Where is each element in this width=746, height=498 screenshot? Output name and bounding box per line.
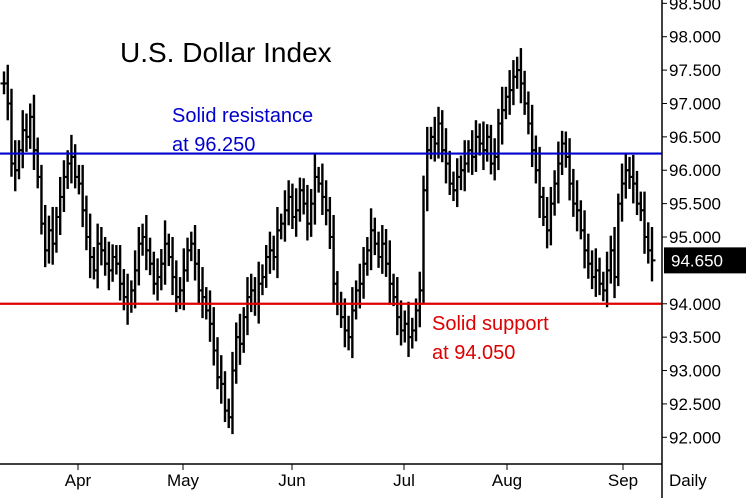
y-tick-label: 92.000	[669, 428, 721, 447]
x-tick-label-aug: Aug	[492, 471, 522, 490]
x-tick-label-jun: Jun	[278, 471, 305, 490]
x-tick-label-jul: Jul	[393, 471, 415, 490]
y-tick-label: 96.500	[669, 128, 721, 147]
resistance-label-line1: Solid resistance	[172, 105, 313, 127]
x-tick-label-may: May	[167, 471, 200, 490]
y-tick-label: 97.500	[669, 61, 721, 80]
support-label-line2: at 94.050	[432, 342, 515, 364]
y-tick-label: 98.500	[669, 0, 721, 13]
resistance-label-line2: at 96.250	[172, 134, 255, 156]
level-lines-layer	[0, 152, 662, 305]
y-tick-label: 94.000	[669, 295, 721, 314]
y-tick-label: 92.500	[669, 395, 721, 414]
price-bars-layer	[0, 48, 656, 435]
last-price-badge	[664, 247, 746, 274]
y-tick-label: 97.000	[669, 94, 721, 113]
x-tick-label-sep: Sep	[608, 471, 638, 490]
y-tick-label: 93.000	[669, 362, 721, 381]
y-tick-label: 98.000	[669, 28, 721, 47]
support-label-line1: Solid support	[432, 313, 549, 335]
y-tick-label: 95.000	[669, 228, 721, 247]
x-tick-label-apr: Apr	[65, 471, 92, 490]
y-tick-label: 95.500	[669, 195, 721, 214]
last-price-label: 94.650	[671, 251, 723, 270]
y-tick-label: 93.500	[669, 328, 721, 347]
period-label: Daily	[669, 471, 707, 490]
chart-title: U.S. Dollar Index	[120, 37, 332, 68]
price-bar	[648, 226, 656, 282]
y-tick-label: 96.000	[669, 161, 721, 180]
